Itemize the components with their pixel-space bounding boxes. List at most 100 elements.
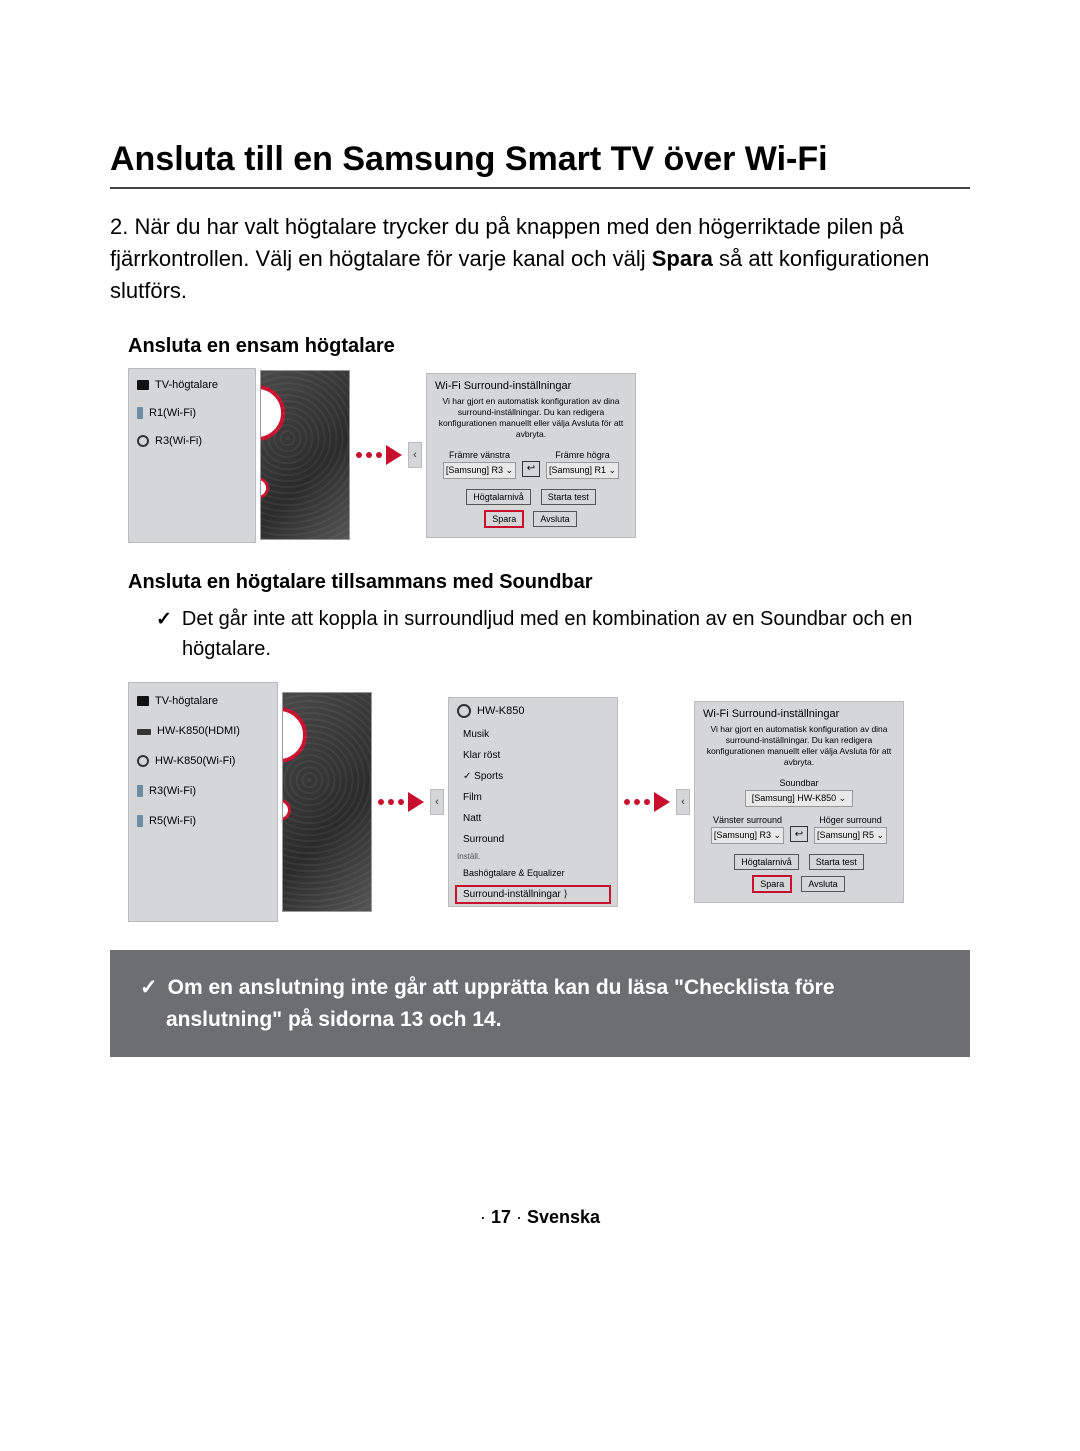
speaker-list-panel: TV-högtalare HW-K850(HDMI) HW-K850(Wi-Fi… [128,682,278,922]
zoom-callout-small [282,799,291,821]
surround-settings-panel: Wi-Fi Surround-inställningar Vi har gjor… [426,373,636,538]
callout-text: Om en anslutning inte går att upprätta k… [140,972,940,1035]
list-item-label: HW-K850(HDMI) [157,725,240,737]
list-item[interactable]: TV-högtalare [137,379,247,391]
settings-description: Vi har gjort en automatisk konfiguration… [435,396,627,440]
speaker-icon [137,815,143,827]
speaker-icon [137,407,143,419]
save-button[interactable]: Spara [485,511,523,527]
menu-header: HW-K850 [449,698,617,724]
menu-header-label: HW-K850 [477,705,524,717]
page-footer: · 17 · Svenska [110,1207,970,1228]
soundbar-select[interactable]: [Samsung] HW-K850 ⌄ [745,790,853,807]
list-item-label: HW-K850(Wi-Fi) [155,755,235,767]
speaker-icon [137,785,143,797]
chevron-right-icon [282,805,285,815]
soundbar-label: Soundbar [703,778,895,788]
start-test-button[interactable]: Starta test [541,489,596,505]
settings-description: Vi har gjort en automatisk konfiguration… [703,724,895,768]
settings-title: Wi-Fi Surround-inställningar [703,708,895,720]
speaker-level-button[interactable]: Högtalarnivå [734,854,799,870]
channel-label: Vänster surround [711,815,784,825]
step-2-text: 2. När du har valt högtalare trycker du … [110,211,970,307]
nav-left-caret[interactable]: ‹ [430,789,444,815]
sound-mode-menu: HW-K850 Musik Klar röst Sports Film Natt… [448,697,618,907]
swap-button[interactable]: ↩ [522,461,540,477]
list-item[interactable]: TV-högtalare [137,695,269,707]
tv-icon [137,380,149,390]
list-item[interactable]: R3(Wi-Fi) [137,785,269,797]
exit-button[interactable]: Avsluta [533,511,576,527]
surround-settings-item[interactable]: Surround-inställningar ⟩ [455,885,611,904]
channel-select[interactable]: [Samsung] R5 ⌄ [814,827,887,844]
channel-select[interactable]: [Samsung] R3 ⌄ [443,462,516,479]
list-item[interactable]: R1(Wi-Fi) [137,407,247,419]
page-language: Svenska [527,1207,600,1227]
exit-button[interactable]: Avsluta [801,876,844,892]
surround-settings-panel: Wi-Fi Surround-inställningar Vi har gjor… [694,701,904,903]
surround-left-channel: Vänster surround [Samsung] R3 ⌄ [711,815,784,844]
swap-button[interactable]: ↩ [790,826,808,842]
channel-label: Främre högra [546,450,619,460]
section2-figure: TV-högtalare HW-K850(HDMI) HW-K850(Wi-Fi… [128,682,970,922]
list-item-label: R1(Wi-Fi) [149,407,196,419]
section1-heading: Ansluta en ensam högtalare [128,335,970,358]
menu-item-checked[interactable]: Sports [449,766,617,787]
save-button[interactable]: Spara [753,876,791,892]
section2-heading: Ansluta en högtalare tillsammans med Sou… [128,571,970,594]
list-item-label: R3(Wi-Fi) [149,785,196,797]
chevron-right-icon [260,483,263,493]
list-item[interactable]: R3(Wi-Fi) [137,435,247,447]
chevron-right-icon [282,724,290,746]
arrow-connector [356,445,402,465]
background-image [260,370,350,540]
list-item-label: R5(Wi-Fi) [149,815,196,827]
step-text-bold: Spara [652,246,713,271]
menu-item-sub[interactable]: Bashögtalare & Equalizer [449,863,617,883]
zoom-callout-large [282,707,307,763]
menu-item[interactable]: Film [449,787,617,808]
menu-item[interactable]: Surround [449,829,617,850]
soundbar-wifi-icon [137,755,149,767]
channel-label: Främre vänstra [443,450,516,460]
menu-section-label: Inställ. [449,850,617,863]
channel-label: Höger surround [814,815,887,825]
device-icon [457,704,471,718]
menu-item[interactable]: Natt [449,808,617,829]
speaker-list-panel: TV-högtalare R1(Wi-Fi) R3(Wi-Fi) [128,368,256,543]
speaker-level-button[interactable]: Högtalarnivå [466,489,531,505]
arrow-connector [378,792,424,812]
surround-right-channel: Höger surround [Samsung] R5 ⌄ [814,815,887,844]
channel-select[interactable]: [Samsung] R3 ⌄ [711,827,784,844]
section1-figure: TV-högtalare R1(Wi-Fi) R3(Wi-Fi) ‹ Wi-Fi… [128,368,970,543]
step-number: 2. [110,214,128,239]
chevron-right-icon [260,402,268,424]
front-right-channel: Främre högra [Samsung] R1 ⌄ [546,450,619,479]
zoom-callout-large [260,385,285,441]
soundbar-row: Soundbar [Samsung] HW-K850 ⌄ [703,778,895,807]
zoom-callout-small [260,477,269,499]
speaker-icon [137,435,149,447]
list-item[interactable]: R5(Wi-Fi) [137,815,269,827]
section2-note: Det går inte att koppla in surroundljud … [156,604,970,665]
front-left-channel: Främre vänstra [Samsung] R3 ⌄ [443,450,516,479]
tv-icon [137,696,149,706]
menu-item[interactable]: Klar röst [449,745,617,766]
list-item-label: TV-högtalare [155,695,218,707]
soundbar-icon [137,729,151,735]
menu-item[interactable]: Musik [449,724,617,745]
list-item-label: R3(Wi-Fi) [155,435,202,447]
start-test-button[interactable]: Starta test [809,854,864,870]
nav-left-caret[interactable]: ‹ [676,789,690,815]
list-item[interactable]: HW-K850(Wi-Fi) [137,755,269,767]
arrow-connector [624,792,670,812]
settings-title: Wi-Fi Surround-inställningar [435,380,627,392]
page-number: 17 [491,1207,511,1227]
page-title: Ansluta till en Samsung Smart TV över Wi… [110,140,970,189]
nav-left-caret[interactable]: ‹ [408,442,422,468]
background-image [282,692,372,912]
troubleshoot-callout: Om en anslutning inte går att upprätta k… [110,950,970,1057]
list-item[interactable]: HW-K850(HDMI) [137,725,269,737]
channel-select[interactable]: [Samsung] R1 ⌄ [546,462,619,479]
list-item-label: TV-högtalare [155,379,218,391]
